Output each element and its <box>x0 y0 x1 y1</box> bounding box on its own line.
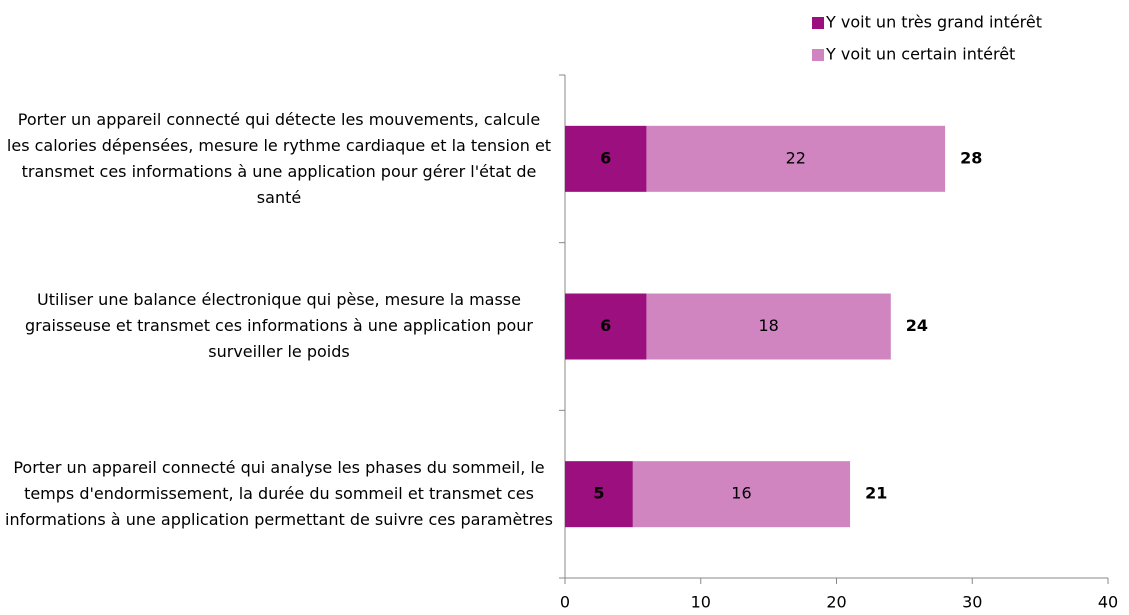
legend-label: Y voit un très grand intérêt <box>825 13 1042 32</box>
x-tick-label: 10 <box>691 593 711 612</box>
category-label: Porter un appareil connecté qui analyse … <box>5 458 553 530</box>
bar-segment <box>646 125 946 192</box>
x-tick-label: 40 <box>1098 593 1118 612</box>
x-tick-label: 30 <box>962 593 982 612</box>
legend-label: Y voit un certain intérêt <box>825 45 1015 64</box>
value-label: 16 <box>731 484 751 503</box>
total-label: 28 <box>960 148 982 167</box>
value-label: 5 <box>593 484 604 503</box>
total-label: 21 <box>865 484 887 503</box>
value-label: 6 <box>600 316 611 335</box>
bar-segment <box>565 461 633 528</box>
x-tick-label: 0 <box>560 593 570 612</box>
value-label: 22 <box>786 148 806 167</box>
bar-segment <box>646 293 891 360</box>
bar-segment <box>565 125 647 192</box>
legend-swatch <box>812 17 824 29</box>
total-label: 24 <box>906 316 928 335</box>
x-tick-label: 20 <box>826 593 846 612</box>
value-label: 18 <box>758 316 778 335</box>
bar-segment <box>632 461 851 528</box>
category-label: Porter un appareil connecté qui détecte … <box>6 109 552 207</box>
category-label: Utiliser une balance électronique qui pè… <box>25 290 533 362</box>
value-label: 6 <box>600 148 611 167</box>
legend-swatch <box>812 49 824 61</box>
bar-segment <box>565 293 647 360</box>
